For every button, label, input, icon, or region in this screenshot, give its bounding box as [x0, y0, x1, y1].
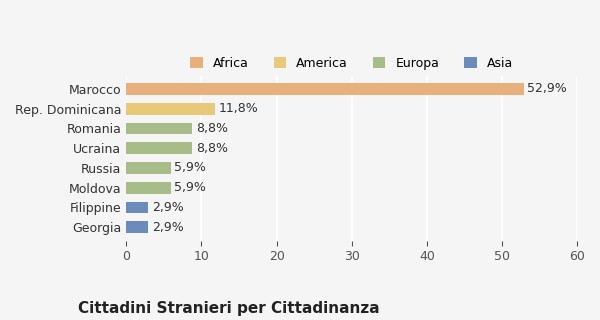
Bar — [127, 221, 148, 233]
Text: 8,8%: 8,8% — [196, 122, 228, 135]
Bar — [127, 83, 524, 95]
Text: Cittadini Stranieri per Cittadinanza: Cittadini Stranieri per Cittadinanza — [78, 301, 380, 316]
Bar — [127, 162, 170, 174]
Legend: Africa, America, Europa, Asia: Africa, America, Europa, Asia — [185, 52, 518, 75]
Text: 5,9%: 5,9% — [175, 162, 206, 174]
Text: 5,9%: 5,9% — [175, 181, 206, 194]
Bar — [127, 182, 170, 194]
Bar — [127, 123, 193, 134]
Text: 52,9%: 52,9% — [527, 83, 567, 95]
Text: 11,8%: 11,8% — [219, 102, 259, 115]
Bar — [127, 202, 148, 213]
Bar — [127, 142, 193, 154]
Text: 8,8%: 8,8% — [196, 142, 228, 155]
Bar — [127, 103, 215, 115]
Text: 2,9%: 2,9% — [152, 201, 184, 214]
Text: 2,9%: 2,9% — [152, 221, 184, 234]
